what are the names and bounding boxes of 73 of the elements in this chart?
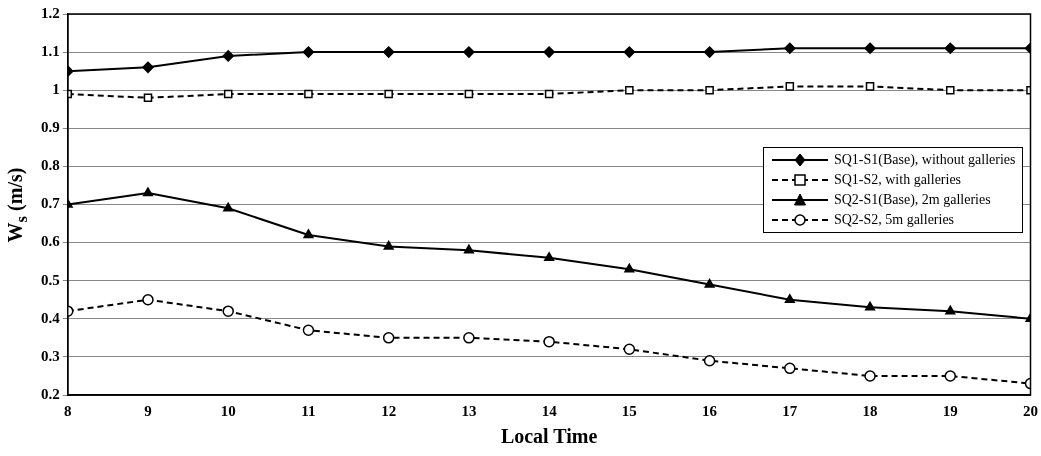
y-tick-label: 1.2 <box>41 4 60 21</box>
y-tick-label: 0.8 <box>41 157 60 174</box>
point <box>384 89 393 99</box>
point <box>625 85 634 95</box>
point <box>785 82 795 91</box>
point <box>624 263 635 273</box>
x-tick-label: 11 <box>301 402 316 419</box>
y-tick-label: 1.1 <box>41 42 60 59</box>
x-tick-label: 8 <box>64 402 72 419</box>
point <box>544 252 555 262</box>
point <box>944 42 957 55</box>
x-tick-label: 19 <box>942 402 958 419</box>
point <box>463 244 474 254</box>
point <box>143 93 153 103</box>
legend-label: SQ2-S2, 5m galleries <box>833 211 955 228</box>
x-tick-label: 18 <box>862 402 878 419</box>
y-tick-label: 0.4 <box>41 309 61 326</box>
point <box>302 324 315 336</box>
point <box>142 187 154 197</box>
point <box>945 85 955 95</box>
x-tick-label: 20 <box>1023 402 1038 419</box>
point <box>623 46 636 58</box>
point <box>382 332 395 344</box>
point <box>142 61 154 74</box>
x-tick-label: 9 <box>144 402 152 419</box>
point <box>865 82 875 91</box>
point <box>945 305 956 315</box>
point <box>704 278 715 288</box>
y-tick-label: 0.3 <box>41 347 60 364</box>
legend-label: SQ1-S2, with galleries <box>833 171 962 188</box>
point <box>383 240 394 250</box>
point <box>302 46 315 58</box>
point <box>543 46 555 58</box>
x-tick-label: 12 <box>381 402 397 419</box>
point <box>784 294 795 303</box>
point <box>703 354 716 367</box>
point <box>304 89 313 99</box>
legend-label: SQ2-S1(Base), 2m galleries <box>833 191 991 208</box>
point <box>864 370 876 382</box>
x-tick-label: 15 <box>621 402 637 419</box>
y-tick-label: 0.2 <box>41 385 60 402</box>
point <box>464 89 474 99</box>
point <box>864 42 876 55</box>
point <box>543 335 555 348</box>
x-tick-label: 16 <box>702 402 718 419</box>
x-tick-label: 13 <box>461 402 477 419</box>
point <box>223 89 233 99</box>
x-axis-title: Local Time <box>500 425 598 448</box>
y-tick-label: 0.9 <box>41 119 60 136</box>
y-tick-label: 0.7 <box>41 195 61 212</box>
point <box>864 301 876 311</box>
y-tick-label: 0.6 <box>41 233 61 250</box>
point <box>223 202 234 212</box>
x-tick-label: 10 <box>220 402 236 419</box>
point <box>784 362 796 375</box>
point <box>463 46 475 58</box>
legend-label: SQ1-S1(Base), without galleries <box>833 151 1016 168</box>
y-tick-label: 0.5 <box>41 271 60 288</box>
point <box>944 370 957 382</box>
point <box>303 229 314 239</box>
point <box>222 305 234 317</box>
point <box>142 294 154 306</box>
x-tick-label: 17 <box>782 402 798 419</box>
point <box>784 42 796 55</box>
x-tick-label: 14 <box>541 402 558 419</box>
point <box>544 89 554 99</box>
point <box>222 50 234 62</box>
point <box>463 332 475 344</box>
point <box>705 85 714 95</box>
point <box>623 343 636 356</box>
point <box>703 46 716 58</box>
y-tick-label: 1 <box>52 81 60 98</box>
point <box>382 46 395 58</box>
